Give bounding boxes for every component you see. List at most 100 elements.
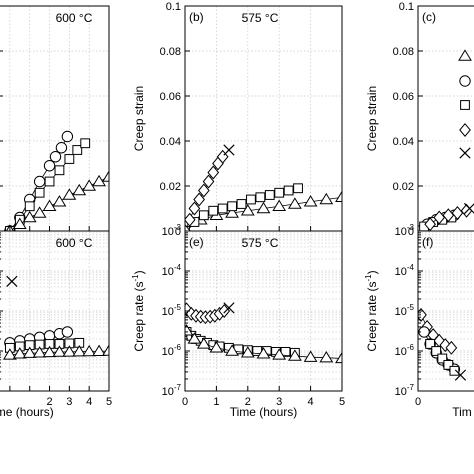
y-axis-label: Creep rate (s-1): [131, 270, 146, 351]
triangle-marker: [303, 350, 318, 362]
triangle-marker: [225, 206, 239, 218]
plot-frame: [0, 230, 110, 392]
triangle-marker: [32, 206, 47, 218]
y-tick-label: 10-7: [162, 383, 182, 398]
square-marker: [24, 201, 35, 212]
y-tick-label: 10-6: [395, 343, 415, 358]
panel-label: (b): [189, 10, 204, 24]
square-marker: [54, 165, 65, 176]
x-tick-label: 5: [106, 396, 112, 408]
triangle-marker: [102, 344, 109, 356]
triangle-marker: [319, 192, 334, 205]
cross-marker-stroke: [6, 275, 18, 288]
series-triangle: [5, 170, 109, 231]
legend: [458, 49, 472, 159]
triangle-marker: [82, 344, 97, 357]
y-tick-label: 10-7: [395, 383, 415, 398]
panel-partial-left-top: 600 °C: [0, 5, 110, 232]
series-cross: [463, 202, 474, 215]
y-tick-label: 0: [175, 226, 181, 238]
x-axis-label: Time (hours): [230, 405, 298, 419]
panel-e: 10-310-410-510-610-70 1 2 3 4 5(e) 575 °CCreep…: [131, 223, 345, 419]
diamond-marker: [202, 174, 215, 189]
temperature-label: 575 °C: [242, 236, 279, 250]
y-tick-label: 10-5: [395, 303, 415, 318]
square-marker: [208, 205, 219, 216]
series-diamond: [185, 149, 229, 231]
legend-entry-triangle: [458, 49, 472, 61]
x-tick-label: 4: [86, 396, 92, 408]
square-marker: [246, 194, 256, 205]
plot-area: [185, 231, 342, 391]
cross-marker-stroke: [223, 302, 235, 314]
y-tick-label: 10-3: [395, 223, 415, 238]
triangle-marker: [240, 204, 255, 216]
x-tick-label: 0: [415, 396, 421, 408]
series-cross: [6, 275, 18, 288]
series-cross: [454, 369, 467, 381]
plot-area: [0, 231, 109, 391]
square-marker: [255, 192, 266, 203]
triangle-marker: [303, 195, 318, 207]
x-tick-label: 0: [182, 396, 188, 408]
diamond-marker: [185, 212, 196, 227]
diamond-marker: [459, 123, 471, 137]
circle-marker: [49, 151, 62, 163]
legend-entry-circle: [459, 75, 471, 87]
series-cross: [223, 144, 235, 156]
triangle-marker: [92, 344, 106, 357]
triangle-marker: [335, 190, 342, 202]
triangle-marker: [288, 349, 302, 361]
cross-marker-stroke: [454, 369, 467, 381]
circle-marker: [459, 75, 471, 87]
series-triangle: [185, 324, 342, 364]
circle-marker: [33, 175, 46, 188]
temperature-label: 600 °C: [56, 236, 93, 250]
cross-marker-stroke: [223, 144, 235, 156]
triangle-marker: [319, 351, 334, 363]
triangle-marker: [256, 201, 271, 214]
cross-marker-stroke: [459, 147, 471, 159]
diamond-marker: [185, 224, 191, 231]
square-marker: [44, 176, 55, 187]
triangle-marker: [42, 199, 57, 211]
y-tick-label: 0.08: [160, 46, 181, 58]
triangle-marker: [42, 345, 57, 358]
y-axis-label: Creep rate (s-1): [364, 270, 379, 351]
y-tick-label: 0.06: [160, 91, 181, 103]
square-marker: [274, 187, 285, 198]
panel-b: 0 0.02 0.04 0.06 0.08 0.1 (b) 575 °C Creep strai…: [132, 1, 343, 238]
panels: 600 °C 0 0.02 0.04 0.06 0.08 0.1 (b) 575 °C Creep…: [0, 1, 474, 419]
legend-entry-square: [460, 100, 470, 110]
circle-marker: [61, 130, 74, 143]
square-marker: [217, 203, 228, 214]
triangle-marker: [209, 341, 224, 353]
triangle-marker: [62, 188, 77, 200]
triangle-marker: [92, 174, 106, 187]
y-tick-label: 0.1: [166, 1, 181, 13]
x-axis-label: Tim: [452, 405, 472, 419]
square-marker: [283, 185, 294, 196]
diamond-marker: [424, 217, 436, 231]
square-marker: [431, 346, 442, 356]
triangle-marker: [196, 337, 211, 349]
diamond-marker: [197, 183, 210, 198]
triangle-marker: [62, 345, 77, 357]
diamond-marker: [207, 165, 220, 180]
square-marker: [34, 187, 45, 198]
series-square: [425, 339, 460, 376]
triangle-marker: [102, 170, 109, 182]
y-tick-label: 0.02: [393, 181, 414, 193]
x-tick-label: 3: [276, 396, 282, 408]
plot-frame: [417, 5, 474, 232]
diamond-marker: [188, 201, 201, 216]
y-tick-label: 0.08: [393, 46, 414, 58]
triangle-marker: [72, 345, 87, 357]
plot-area: [418, 231, 474, 391]
x-tick-label: 3: [66, 396, 72, 408]
x-tick-label: 1: [213, 396, 219, 408]
y-tick-label: 0: [408, 226, 414, 238]
triangle-marker: [12, 347, 27, 359]
panel-f: 10-310-410-510-610-701(f)Creep rate (s-1…: [364, 223, 474, 419]
